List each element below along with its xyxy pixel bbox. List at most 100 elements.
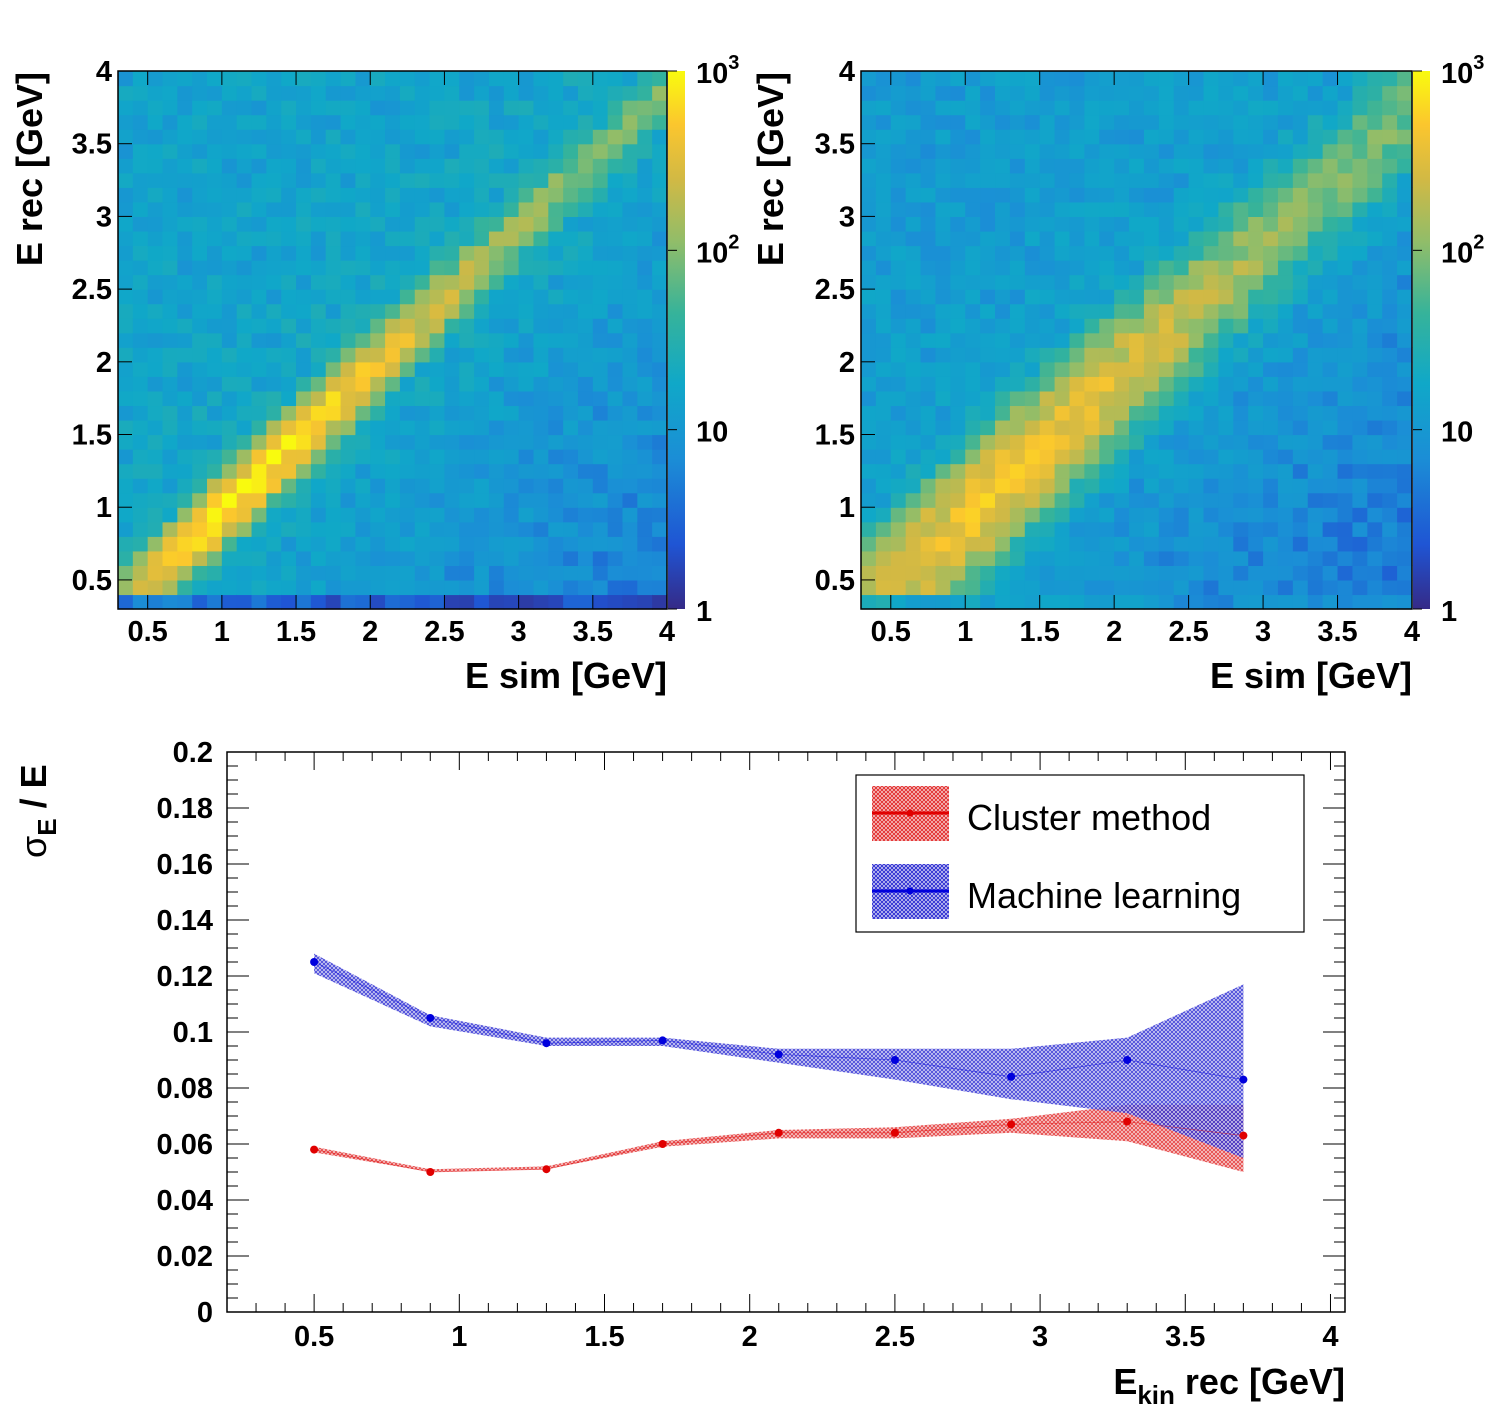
heatmap-panel-right: 0.5 1 1.5 2 2.5 3 3.5 4 0.511.522.533.54 E sim … xyxy=(750,52,1484,696)
heatmap-cell xyxy=(474,347,490,363)
heatmap-cell xyxy=(518,550,535,566)
heatmap-cell xyxy=(1277,143,1294,159)
heatmap-cell xyxy=(236,478,253,494)
heatmap-cell xyxy=(1397,376,1413,392)
heatmap-cell xyxy=(1039,187,1056,203)
heatmap-cell xyxy=(563,260,579,276)
heatmap-cell xyxy=(875,100,892,116)
heatmap-cell xyxy=(980,405,996,421)
heatmap-cell xyxy=(637,114,653,130)
heatmap-cell xyxy=(370,114,386,130)
heatmap-cell xyxy=(875,594,892,610)
heatmap-cell xyxy=(1099,172,1115,188)
heatmap-cell xyxy=(1218,85,1234,101)
heatmap-cell xyxy=(920,303,937,319)
heatmap-cell xyxy=(414,550,431,566)
heatmap-cell xyxy=(577,303,594,319)
heatmap-cell xyxy=(920,463,937,479)
heatmap-cell xyxy=(429,71,446,87)
heatmap-cell xyxy=(1307,187,1324,203)
heatmap-cell xyxy=(296,376,312,392)
heatmap-cell xyxy=(622,274,638,290)
heatmap-cell xyxy=(1233,347,1249,363)
heatmap-cell xyxy=(548,332,564,348)
heatmap-cell xyxy=(474,114,490,130)
heatmap-cell xyxy=(296,463,312,479)
heatmap-cell xyxy=(592,536,609,552)
heatmap-cell xyxy=(1099,230,1115,247)
heatmap-cell xyxy=(1292,230,1309,247)
heatmap-cell xyxy=(920,201,937,217)
heatmap-cell xyxy=(548,274,564,290)
heatmap-cell xyxy=(607,507,624,523)
heatmap-cell xyxy=(1307,550,1324,566)
heatmap-cell xyxy=(890,347,907,363)
heatmap-cell xyxy=(221,492,238,508)
heatmap-cell xyxy=(429,187,446,203)
heatmap-cell xyxy=(488,463,505,479)
heatmap-cell xyxy=(236,579,253,596)
heatmap-cell xyxy=(920,419,937,436)
heatmap-cell xyxy=(905,114,922,130)
heatmap-cell xyxy=(444,143,460,159)
heatmap-cell xyxy=(1367,361,1383,377)
heatmap-cell xyxy=(340,260,357,276)
heatmap-cell xyxy=(1069,463,1085,479)
heatmap-cell xyxy=(1352,507,1368,523)
heatmap-cell xyxy=(980,550,996,566)
heatmap-cell xyxy=(281,230,297,247)
heatmap-cell xyxy=(533,158,549,174)
heatmap-cell xyxy=(980,129,996,145)
heatmap-cell xyxy=(147,507,164,523)
heatmap-cell xyxy=(1099,260,1115,276)
heatmap-cell xyxy=(1233,332,1249,348)
heatmap-cell xyxy=(1263,507,1279,523)
heatmap-cell xyxy=(1039,71,1056,87)
heatmap-cell xyxy=(1352,129,1368,145)
heatmap-cell xyxy=(1337,187,1354,203)
heatmap-cell xyxy=(1322,71,1339,87)
heatmap-cell xyxy=(607,492,624,508)
heatmap-cell xyxy=(1218,318,1234,334)
heatmap-cell xyxy=(1322,216,1339,232)
heatmap-cell xyxy=(637,129,653,145)
heatmap-cell xyxy=(325,230,342,247)
heatmap-cell xyxy=(1322,521,1339,537)
heatmap-cell xyxy=(177,565,193,581)
heatmap-cell xyxy=(355,463,371,479)
heatmap-cell xyxy=(1024,434,1041,450)
heatmap-cell xyxy=(890,492,907,508)
heatmap-cell xyxy=(1173,71,1190,87)
heatmap-cell xyxy=(1129,492,1145,508)
heatmap-cell xyxy=(414,347,431,363)
heatmap-cell xyxy=(577,536,594,552)
heatmap-cell xyxy=(1277,303,1294,319)
heatmap-cell xyxy=(192,158,208,174)
heatmap-cell xyxy=(251,550,267,566)
heatmap-cell xyxy=(399,260,416,276)
heatmap-cell xyxy=(607,216,624,232)
heatmap-cell xyxy=(980,245,996,261)
heatmap-cell xyxy=(890,100,907,116)
heatmap-cell xyxy=(1352,405,1368,421)
heatmap-cell xyxy=(890,361,907,377)
heatmap-cell xyxy=(1367,85,1383,101)
heatmap-cell xyxy=(488,405,505,421)
heatmap-cell xyxy=(935,303,951,319)
x-tick-label: 0.5 xyxy=(128,616,168,648)
heatmap-cell xyxy=(1024,332,1041,348)
heatmap-cell xyxy=(444,158,460,174)
heatmap-cell xyxy=(503,114,520,130)
heatmap-cell xyxy=(207,187,223,203)
heatmap-cell xyxy=(548,260,564,276)
heatmap-cell xyxy=(637,361,653,377)
heatmap-cell xyxy=(1099,507,1115,523)
heatmap-cell xyxy=(563,201,579,217)
heatmap-cell xyxy=(147,216,164,232)
heatmap-cell xyxy=(890,550,907,566)
data-point-ml xyxy=(542,1039,551,1048)
heatmap-cell xyxy=(385,347,401,363)
heatmap-cell xyxy=(1143,158,1160,174)
heatmap-cell xyxy=(1143,594,1160,610)
heatmap-cell xyxy=(1248,332,1264,348)
